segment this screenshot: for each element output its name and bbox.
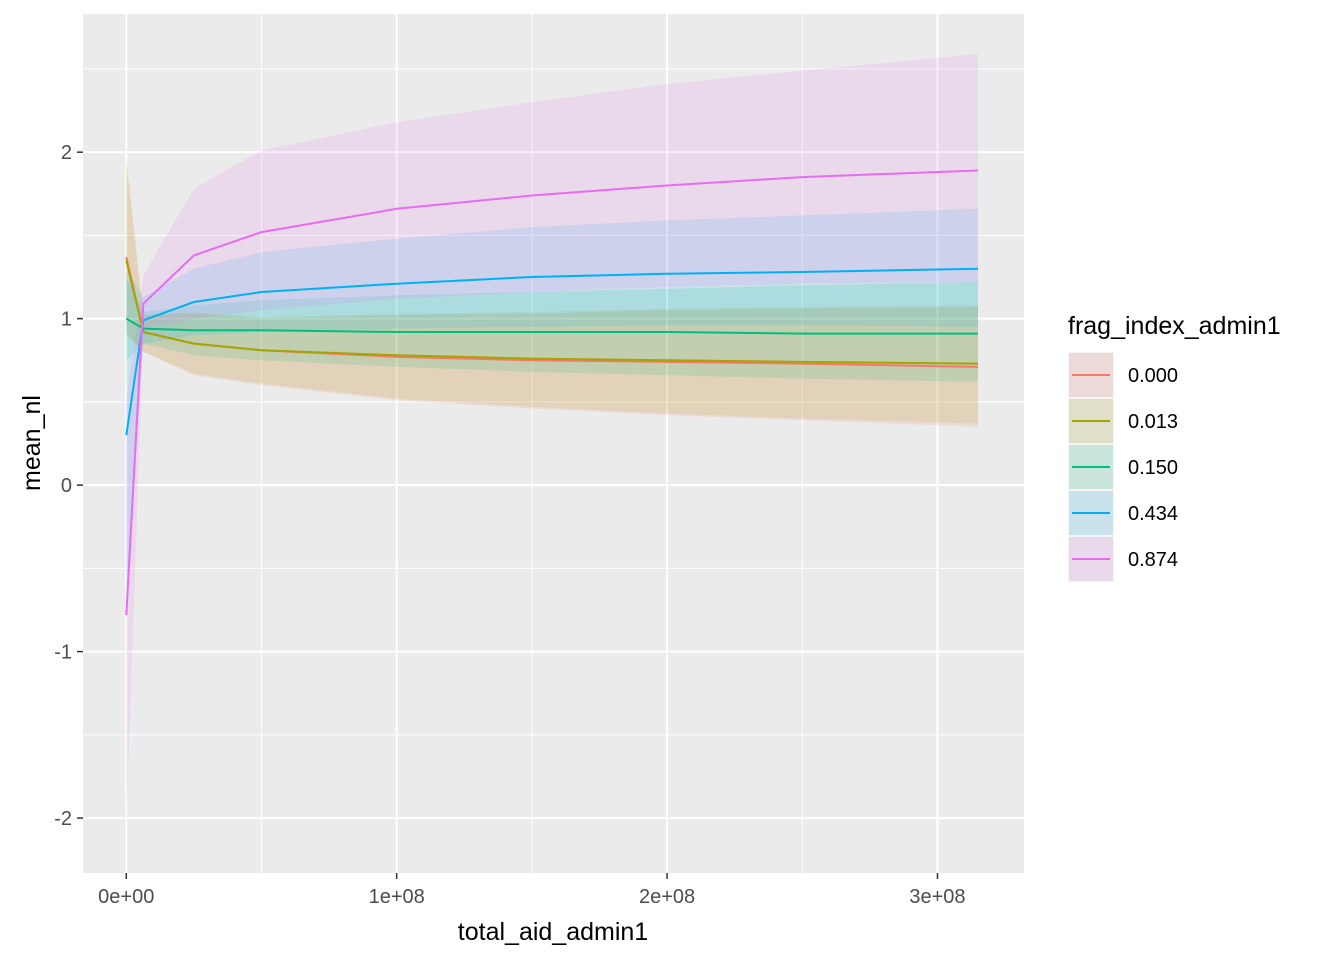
series-lines — [125, 169, 979, 616]
ribbon-0.150 — [126, 277, 979, 382]
x-tick-label: 2e+08 — [639, 886, 695, 908]
series-line-0.874 — [125, 169, 979, 616]
series-line-0.150 — [125, 317, 978, 335]
grid-major — [83, 14, 1024, 873]
ribbon-0.874 — [126, 54, 979, 827]
panel-background — [83, 14, 1024, 873]
series-line-0.013 — [125, 260, 979, 365]
legend-title: frag_index_admin1 — [1068, 312, 1281, 340]
y-tick-label: -2 — [54, 808, 72, 830]
x-axis-title: total_aid_admin1 — [458, 918, 648, 946]
legend-label: 0.874 — [1128, 549, 1178, 571]
series-line-0.434 — [125, 267, 979, 436]
y-tick-label: -1 — [54, 642, 72, 664]
y-tick-label: 1 — [61, 309, 72, 331]
legend-label: 0.000 — [1128, 365, 1178, 387]
legend-label: 0.013 — [1128, 411, 1178, 433]
y-tick-label: 2 — [61, 142, 72, 164]
confidence-ribbons — [126, 54, 979, 827]
x-tick-label: 3e+08 — [909, 886, 965, 908]
y-tick-label: 0 — [61, 475, 72, 497]
grid-minor — [83, 14, 1024, 873]
ribbon-0.013 — [126, 162, 979, 424]
legend-label: 0.150 — [1128, 457, 1178, 479]
legend: frag_index_admin1 0.000 0.013 0.150 0.434 0.… — [1067, 312, 1281, 583]
x-tick-label: 0e+00 — [98, 886, 154, 908]
legend-label: 0.434 — [1128, 503, 1178, 525]
y-axis-title: mean_nl — [18, 395, 46, 491]
ribbon-0.434 — [126, 208, 979, 602]
x-axis: 0e+00 1e+08 2e+08 3e+08 — [98, 873, 966, 908]
x-tick-label: 1e+08 — [369, 886, 425, 908]
y-axis: -2 -1 0 1 2 — [54, 142, 83, 830]
ribbon-0.000 — [126, 157, 979, 427]
